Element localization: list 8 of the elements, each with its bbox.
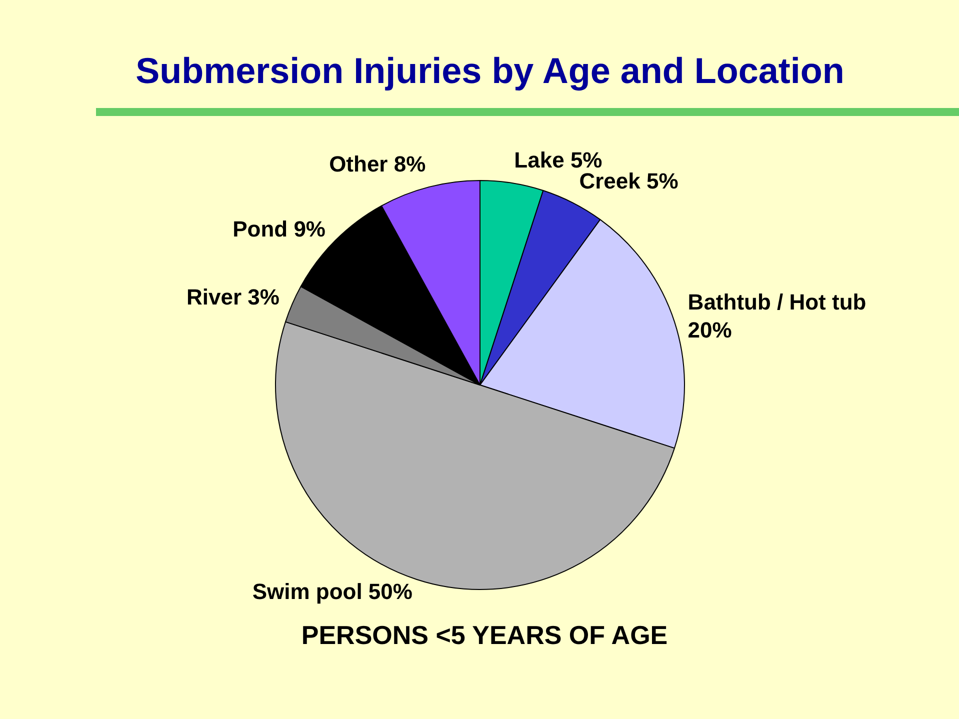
slice-label: Swim pool 50% — [252, 578, 412, 604]
chart-title: Submersion Injuries by Age and Location — [134, 50, 846, 92]
slice-label: River 3% — [186, 284, 280, 310]
slice-label: Other 8% — [329, 151, 426, 176]
text: PERSONS <5 YEARS OF AGE — [300, 620, 669, 651]
slice-label: Bathtub / Hot tub — [688, 290, 866, 315]
slice-label: Pond 9% — [232, 216, 326, 242]
data-label: 20% — [688, 318, 732, 343]
